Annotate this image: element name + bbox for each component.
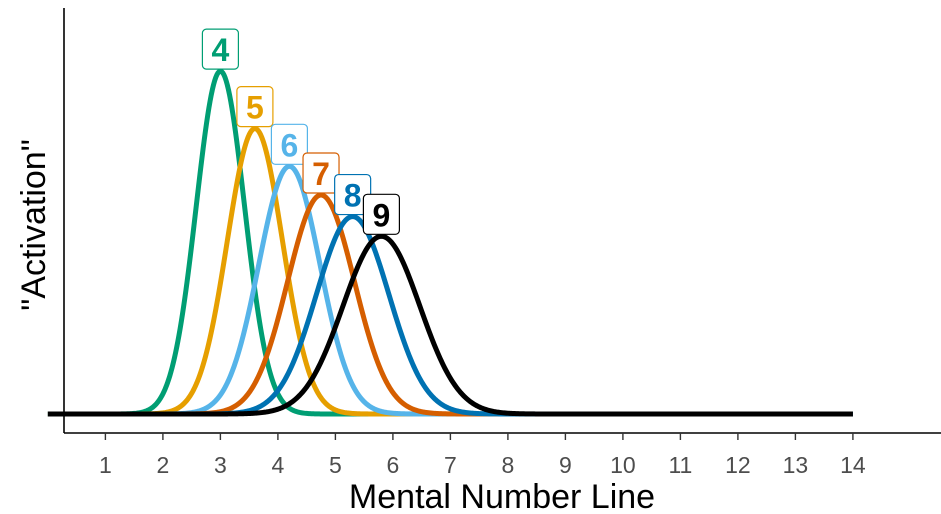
peak-label-box xyxy=(201,28,239,70)
x-tick-label: 8 xyxy=(502,452,515,478)
y-axis-title: "Activation" xyxy=(15,139,53,311)
x-tick-label: 9 xyxy=(559,452,572,478)
curve-4 xyxy=(46,68,855,417)
x-tick-label: 1 xyxy=(99,452,112,478)
peak-label-box xyxy=(236,85,274,128)
x-tick-label: 11 xyxy=(668,452,692,478)
x-tick-label: 5 xyxy=(329,452,342,478)
peak-label-box xyxy=(270,123,308,165)
peak-label-7: 7 xyxy=(312,156,330,192)
peak-label-8: 8 xyxy=(344,178,362,214)
x-axis-title: Mental Number Line xyxy=(349,478,655,514)
x-tick-label: 12 xyxy=(725,452,751,478)
peak-label-box xyxy=(362,193,400,235)
x-tick-label: 14 xyxy=(840,452,866,478)
x-tick-label: 2 xyxy=(157,452,170,478)
x-tick-label: 10 xyxy=(610,452,636,478)
peak-label-5: 5 xyxy=(246,90,264,126)
x-tick-label: 3 xyxy=(214,452,227,478)
peak-label-4: 4 xyxy=(212,32,230,68)
peak-label-6: 6 xyxy=(281,127,299,163)
curves-layer xyxy=(46,68,855,417)
x-tick-label: 7 xyxy=(444,452,457,478)
x-tick-label: 4 xyxy=(272,452,285,478)
x-tick-label: 13 xyxy=(783,452,809,478)
peak-label-9: 9 xyxy=(373,197,391,233)
curve-9 xyxy=(46,233,855,417)
peak-label-box xyxy=(302,152,340,194)
x-tick-label: 6 xyxy=(387,452,400,478)
x-ticks: 1 2 3 4 5 6 7 8 9 10 11 12 13 14 xyxy=(99,433,866,478)
